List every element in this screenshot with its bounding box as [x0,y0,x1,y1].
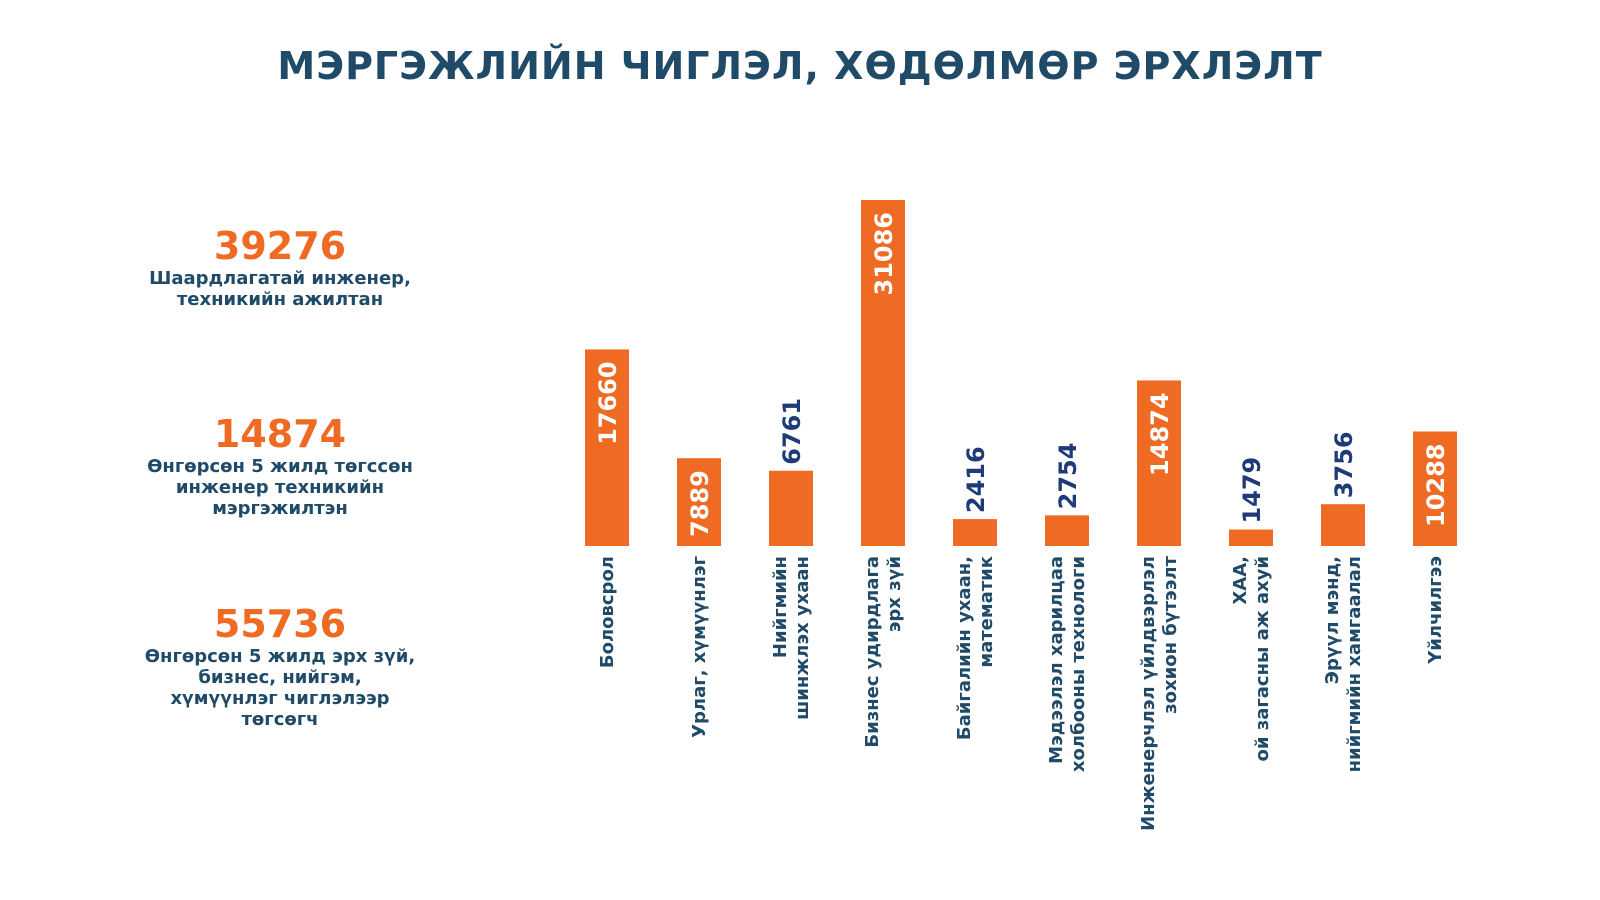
stat-label: Шаардлагатай инженер, техникийн ажилтан [149,268,411,310]
data-label: 14874 [1146,392,1174,476]
stat-label: Өнгөрсөн 5 жилд төгссөн инженер техникий… [147,456,413,519]
data-label: 31086 [870,212,898,296]
category-label: Инженерчлэл үйлдвэрлэл [1138,556,1159,831]
stat-value: 14874 [213,412,347,456]
category-label: Байгалийн ухаан, [954,556,975,740]
data-label: 1479 [1238,457,1266,524]
category-label: Мэдээлэл харилцаа [1046,556,1067,764]
stat-engineering-graduates: 14874 Өнгөрсөн 5 жилд төгссөн инженер те… [120,412,440,519]
bar [953,519,997,546]
bar [677,458,721,546]
data-label: 17660 [594,361,622,445]
bar [1413,431,1457,546]
category-label: Эрүүл мэнд, [1322,556,1343,684]
bar [861,200,905,546]
stat-value: 39276 [213,224,347,268]
stat-value: 55736 [213,602,347,646]
category-label: Үйлчилгээ [1425,556,1446,665]
category-label: Боловсрол [597,556,618,668]
category-label: Бизнес удирдлага [862,556,883,748]
category-label: математик [976,556,997,668]
bar [585,349,629,546]
category-label: холбооны технологи [1068,556,1089,772]
stat-label: Өнгөрсөн 5 жилд эрх зүй, бизнес, нийгэм,… [144,646,416,730]
category-label: шинжлэх ухаан [792,556,813,720]
bar [1137,380,1181,546]
data-label: 7889 [686,470,714,537]
category-label: нийгмийн хамгаалал [1344,556,1365,772]
category-label: Нийгмийн [770,556,791,658]
bar [1321,504,1365,546]
category-label: эрх зүй [884,556,905,632]
data-label: 2416 [962,446,990,513]
stat-other-graduates: 55736 Өнгөрсөн 5 жилд эрх зүй, бизнес, н… [120,602,440,730]
bar [769,470,813,546]
category-label: ой загасны аж ахуй [1252,556,1273,761]
data-label: 10288 [1422,443,1450,527]
page-title: МЭРГЭЖЛИЙН ЧИГЛЭЛ, ХӨДӨЛМӨР ЭРХЛЭЛТ [277,44,1323,88]
bar [1229,529,1273,546]
category-label: ХАА, [1230,556,1251,605]
data-label: 3756 [1330,431,1358,498]
bar [1045,515,1089,546]
category-label: Урлаг, хүмүүнлэг [689,556,710,738]
data-label: 6761 [778,398,806,465]
stat-required-engineers: 39276 Шаардлагатай инженер, техникийн аж… [120,224,440,310]
data-label: 2754 [1054,443,1082,510]
category-label: зохион бүтээлт [1160,555,1181,713]
